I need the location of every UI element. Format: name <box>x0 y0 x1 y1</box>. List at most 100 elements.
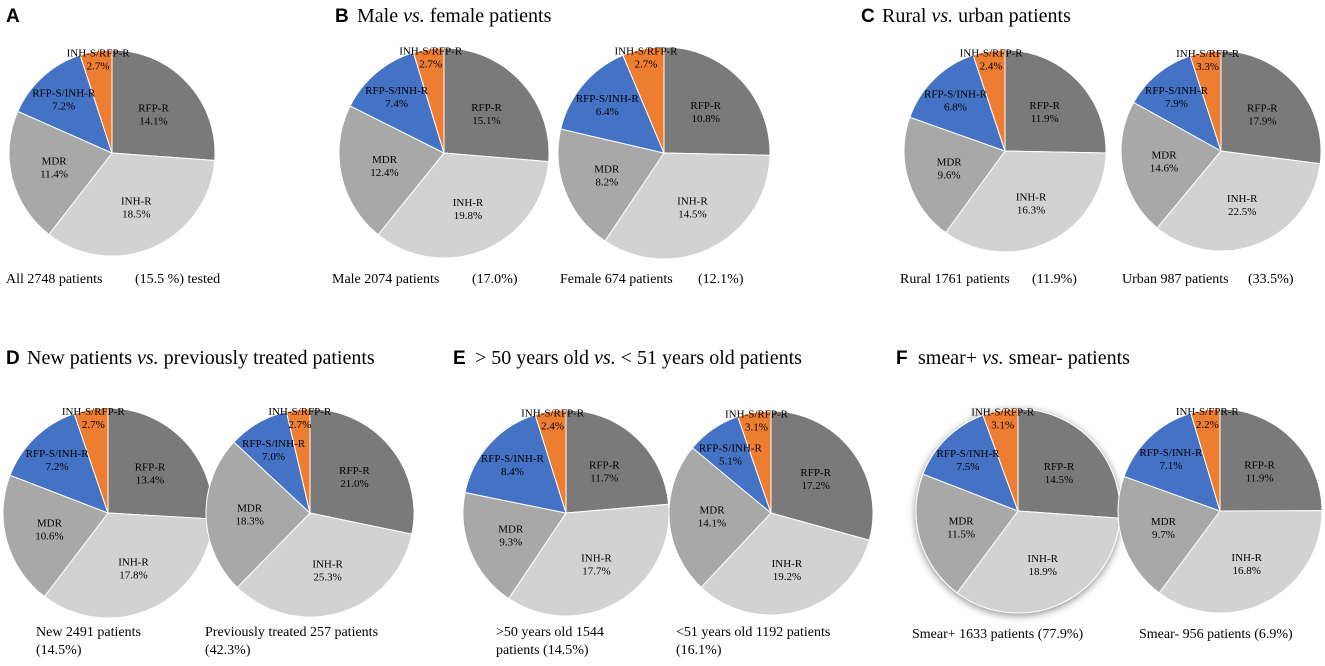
slice-inh-s-rfp-r <box>285 408 311 514</box>
pie-caption: >50 years old 1544 patients (14.5%) <box>496 625 604 658</box>
slice-inh-s-fpr-r <box>1190 408 1221 512</box>
pie-caption: Urban 987 patients (33.5%) <box>1122 272 1294 287</box>
slice-inh-s-rfp-r <box>972 49 1006 152</box>
slice-inh-r <box>604 152 771 260</box>
slice-label: RFP-R 11.7% <box>589 459 620 484</box>
slice-label: MDR 14.6% <box>1150 150 1178 175</box>
slice-label: RFP-R 15.1% <box>471 102 502 127</box>
slice-label: INH-R 18.5% <box>121 196 152 221</box>
panel-b: B Male vs. female patients RFP-R 15.1% INH-R… <box>332 5 771 287</box>
slice-rfp-r <box>309 408 415 535</box>
slice-label: INH-R 17.7% <box>581 552 612 577</box>
slice-rfp-r <box>443 47 550 163</box>
pie-caption: Male 2074 patients (17.0%) <box>332 272 518 287</box>
slice-label: INH-S/RFP-R 2.7% <box>62 406 126 431</box>
slice-inh-r <box>1156 150 1321 252</box>
slice-rfp-r <box>1219 408 1323 512</box>
pie: RFP-R 10.8% INH-R 14.5% MDR 8.2% RFP-S/INH-R 6.… <box>557 46 771 260</box>
slice-label: INH-S/RFP-R 3.3% <box>1176 48 1240 73</box>
slice-label: RFP-S/INH-R 7.4% <box>365 85 429 110</box>
slice-inh-s-rfp-r <box>79 49 113 154</box>
slice-inh-r <box>48 152 216 257</box>
panel-letter: F <box>896 348 908 369</box>
slice-label: INH-R 16.8% <box>1231 552 1262 577</box>
pie: RFP-R 11.9% INH-R 16.8% MDR 9.7% RFP-S/INH-R 7.… <box>1117 406 1323 614</box>
slice-mdr <box>903 116 1006 234</box>
panel-letter: A <box>6 6 20 27</box>
slice-label: MDR 12.4% <box>370 154 398 179</box>
slice-label: MDR 10.6% <box>35 518 63 543</box>
slice-label: INH-R 25.3% <box>312 559 343 584</box>
slice-mdr <box>338 105 445 236</box>
slice-label: INH-R 14.5% <box>677 196 708 221</box>
panel-e: E > 50 years old vs. < 51 years old patie… <box>453 347 874 658</box>
slice-inh-r <box>377 152 550 259</box>
slice-label: RFP-R 14.1% <box>138 102 169 127</box>
slice-rfp-s-inh-r <box>1132 55 1222 153</box>
slice-label: INH-R 22.5% <box>1227 193 1258 218</box>
slice-label: INH-R 17.8% <box>118 556 149 581</box>
slice-label: RFP-S/INH-R 7.0% <box>242 438 306 463</box>
slice-rfp-s-inh-r <box>349 51 445 154</box>
slice-mdr <box>1117 475 1221 594</box>
slice-label: RFP-S/INH-R 6.8% <box>924 89 988 114</box>
slice-label: INH-R 18.9% <box>1027 553 1058 578</box>
slice-inh-s-rfp-r <box>412 47 445 154</box>
slice-label: INH-S/RFP-R 3.1% <box>971 407 1035 432</box>
slice-rfp-r <box>1004 49 1107 154</box>
slice-label: RFP-R 14.5% <box>1044 461 1075 486</box>
slice-rfp-s-inh-r <box>909 54 1006 152</box>
slice-label: RFP-R 13.4% <box>135 461 166 486</box>
panel-title: > 50 years old vs. < 51 years old patien… <box>475 347 802 369</box>
slice-inh-r <box>507 503 670 617</box>
slice-inh-r <box>43 512 214 619</box>
pie: RFP-R 17.9% INH-R 22.5% MDR 14.6% RFP-S/INH-R 7… <box>1120 48 1322 252</box>
slice-label: RFP-R 10.8% <box>690 100 721 125</box>
slice-label: RFP-S/INH-R 7.5% <box>937 448 1001 473</box>
slice-inh-s-rfp-r <box>622 46 665 154</box>
slice-label: INH-S/RFP-R 2.7% <box>399 46 463 71</box>
pie-caption: New 2491 patients (14.5%) <box>36 625 141 658</box>
pie-caption: Female 674 patients (12.1%) <box>560 272 744 287</box>
pie: RFP-R 11.9% INH-R 16.3% MDR 9.6% RFP-S/INH-R 6.… <box>903 47 1107 253</box>
slice-inh-r <box>944 150 1107 253</box>
slice-label: INH-S/RFP-R 2.4% <box>960 47 1024 72</box>
slice-label: RFP-S/INH-R 7.1% <box>1139 447 1203 472</box>
pie: RFP-R 13.4% INH-R 17.8% MDR 10.6% RFP-S/INH-R 7… <box>2 406 214 619</box>
slice-label: INH-R 19.8% <box>453 197 484 222</box>
slice-label: RFP-S/INH-R 7.9% <box>1145 85 1209 110</box>
panel-title: smear+ vs. smear- patients <box>918 347 1130 369</box>
pie: RFP-R 17.2% INH-R 19.2% MDR 14.1% RFP-S/INH-R 5… <box>668 409 874 616</box>
panel-title: Rural vs. urban patients <box>882 5 1071 27</box>
pie: RFP-R 15.1% INH-R 19.8% MDR 12.4% RFP-S/INH-R 7… <box>338 46 550 259</box>
panel-letter: E <box>453 348 466 369</box>
slice-rfp-s-inh-r <box>560 54 665 154</box>
slice-label: INH-S/RFP-R 2.7% <box>615 46 679 71</box>
slice-label: MDR 11.4% <box>40 156 68 181</box>
panel-letter: D <box>6 348 20 369</box>
slice-label: INH-S/FPR-R 2.2% <box>1176 406 1240 431</box>
slice-label: RFP-S/INH-R 7.2% <box>32 88 96 113</box>
panel-title: Male vs. female patients <box>357 5 552 27</box>
slice-mdr <box>2 474 109 598</box>
slice-label: MDR 14.1% <box>698 505 726 530</box>
slice-rfp-r <box>565 409 670 514</box>
slice-rfp-s-inh-r <box>464 414 567 514</box>
slice-rfp-r <box>1220 50 1322 165</box>
slice-label: INH-R 19.2% <box>772 558 803 583</box>
panel-d: D New patients vs. previously treated pat… <box>2 347 415 658</box>
slice-inh-r <box>700 512 870 616</box>
slice-label: RFP-R 11.9% <box>1244 459 1275 484</box>
slice-label: MDR 9.3% <box>498 524 524 549</box>
panel-a: A RFP-R 14.1% INH-R 18.5% MDR 11.4% RFP-S/INH-R… <box>6 6 220 287</box>
slice-label: RFP-S/INH-R 7.2% <box>26 448 90 473</box>
slice-label: RFP-R 21.0% <box>339 465 370 490</box>
pie-caption: Smear- 956 patients (6.9%) <box>1139 627 1293 642</box>
slice-mdr <box>205 441 311 589</box>
slice-inh-s-rfp-r <box>737 410 772 514</box>
slice-inh-s-rfp-r <box>982 408 1019 512</box>
slice-label: MDR 9.7% <box>1151 516 1177 541</box>
slice-inh-s-rfp-r <box>1189 50 1222 152</box>
slice-label: RFP-S/INH-R 6.4% <box>576 93 640 118</box>
